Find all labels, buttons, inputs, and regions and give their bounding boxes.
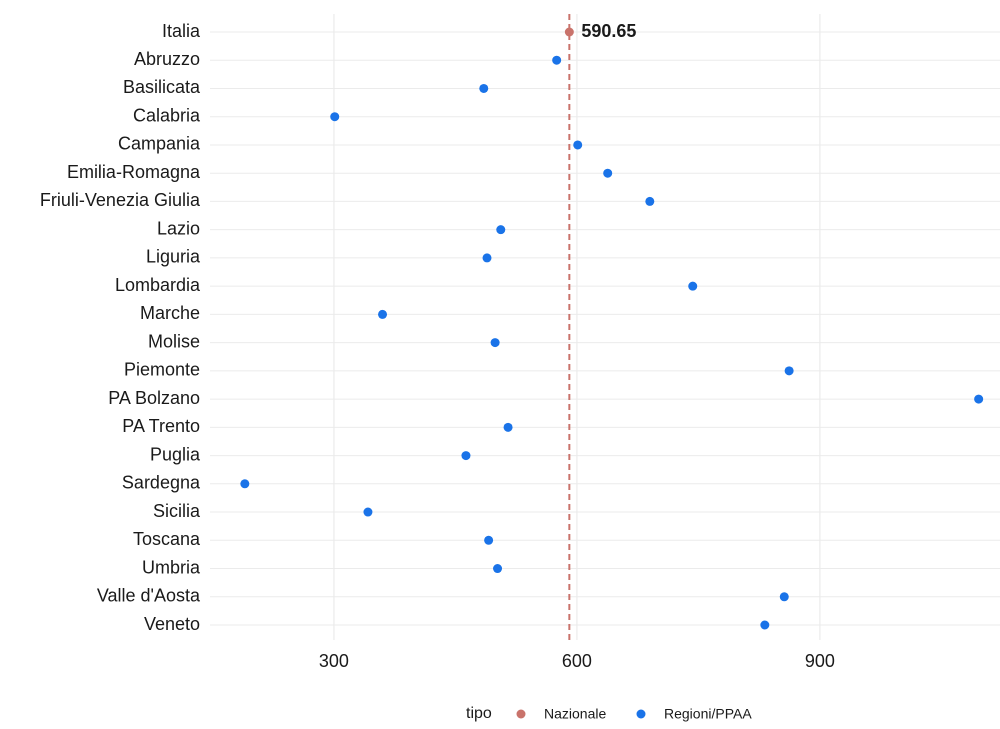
- dot: [461, 451, 471, 461]
- y-tick-label: Marche: [140, 303, 200, 323]
- dot: [974, 394, 984, 404]
- y-tick-label: Lombardia: [115, 275, 201, 295]
- y-tick-label: Valle d'Aosta: [97, 586, 201, 606]
- y-tick-label: Toscana: [133, 529, 201, 549]
- x-tick-label: 600: [562, 651, 592, 671]
- x-tick-label: 300: [319, 651, 349, 671]
- dot: [484, 535, 494, 545]
- dot: [503, 422, 513, 432]
- y-tick-label: Calabria: [133, 105, 201, 125]
- dot: [240, 479, 250, 489]
- legend-label: Regioni/PPAA: [664, 706, 752, 722]
- legend-marker: [516, 709, 526, 719]
- y-tick-label: Puglia: [150, 444, 201, 464]
- y-tick-label: Piemonte: [124, 360, 200, 380]
- y-tick-label: Campania: [118, 134, 201, 154]
- dot: [603, 168, 613, 178]
- y-tick-label: Lazio: [157, 218, 200, 238]
- y-tick-label: Italia: [162, 21, 201, 41]
- dot: [363, 507, 373, 517]
- legend-label: Nazionale: [544, 706, 606, 722]
- dot: [760, 620, 770, 630]
- y-tick-label: Emilia-Romagna: [67, 162, 201, 182]
- dot: [645, 196, 655, 206]
- dot: [330, 112, 340, 122]
- y-tick-label: Veneto: [144, 614, 200, 634]
- legend-title: tipo: [466, 705, 492, 722]
- dot: [573, 140, 583, 150]
- dot: [479, 83, 489, 93]
- value-label: 590.65: [581, 21, 636, 41]
- dot: [784, 366, 794, 376]
- dot: [493, 564, 503, 574]
- dot: [779, 592, 789, 602]
- legend-marker: [636, 709, 646, 719]
- dot: [482, 253, 492, 263]
- y-tick-label: PA Bolzano: [108, 388, 200, 408]
- y-tick-label: PA Trento: [122, 416, 200, 436]
- dot: [688, 281, 698, 291]
- x-tick-label: 900: [805, 651, 835, 671]
- dot: [490, 338, 500, 348]
- y-tick-label: Abruzzo: [134, 49, 200, 69]
- y-tick-label: Basilicata: [123, 77, 201, 97]
- y-tick-label: Umbria: [142, 557, 201, 577]
- dot: [496, 225, 506, 235]
- y-tick-label: Molise: [148, 331, 200, 351]
- dot: [564, 27, 574, 37]
- y-tick-label: Sardegna: [122, 473, 201, 493]
- dot: [552, 55, 562, 65]
- y-tick-label: Friuli-Venezia Giulia: [40, 190, 201, 210]
- y-tick-label: Sicilia: [153, 501, 201, 521]
- y-tick-label: Liguria: [146, 247, 201, 267]
- dot: [378, 309, 388, 319]
